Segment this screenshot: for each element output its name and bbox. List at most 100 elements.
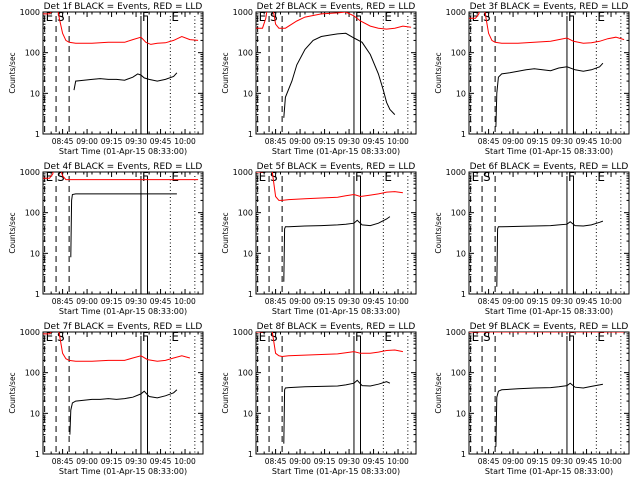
- y-tick-label: 10: [30, 249, 40, 258]
- chart-title: Det 2f BLACK = Events, RED = LLD: [257, 2, 416, 12]
- y-tick-label: 1: [461, 450, 466, 459]
- y-axis-label: Counts/sec: [8, 52, 17, 93]
- x-tick-label: 09:00: [76, 457, 98, 466]
- y-tick-label: 1: [248, 130, 253, 139]
- x-tick-label: 09:30: [551, 137, 573, 146]
- y-tick-label: 1000: [446, 8, 466, 17]
- marker-label: F: [355, 10, 362, 24]
- marker-label: E: [259, 330, 267, 344]
- x-tick-label: 10:00: [174, 137, 196, 146]
- series-line-events: [283, 32, 396, 118]
- x-tick-label: 08:45: [478, 457, 500, 466]
- x-axis-label: Start Time (01-Apr-15 08:33:00): [272, 307, 400, 316]
- x-tick-label: 08:45: [478, 137, 500, 146]
- marker-label: E: [384, 170, 392, 184]
- y-tick-label: 100: [451, 209, 466, 218]
- x-tick-label: 09:30: [125, 137, 147, 146]
- marker-label: F: [142, 10, 149, 24]
- x-axis-label: Start Time (01-Apr-15 08:33:00): [59, 307, 187, 316]
- x-tick-label: 08:45: [52, 137, 74, 146]
- y-axis-label: Counts/sec: [434, 372, 443, 413]
- marker-label: E: [171, 330, 179, 344]
- plot-frame: [42, 11, 204, 135]
- y-tick-label: 1000: [446, 328, 466, 337]
- marker-label: F: [568, 170, 575, 184]
- y-tick-label: 100: [238, 369, 253, 378]
- series-line-lld: [256, 12, 412, 30]
- marker-label: E: [472, 10, 480, 24]
- marker-label: E: [384, 330, 392, 344]
- x-axis-label: Start Time (01-Apr-15 08:33:00): [59, 147, 187, 156]
- x-axis-label: Start Time (01-Apr-15 08:33:00): [485, 467, 613, 476]
- x-tick-label: 09:45: [363, 297, 385, 306]
- series-line-lld: [43, 12, 199, 45]
- x-tick-label: 09:45: [363, 137, 385, 146]
- y-tick-label: 100: [451, 369, 466, 378]
- chart-title: Det 3f BLACK = Events, RED = LLD: [470, 2, 629, 12]
- chart-panel-4: Det 4f BLACK = Events, RED = LLD 1 10 100 10…: [8, 162, 204, 316]
- marker-label: F: [568, 10, 575, 24]
- x-tick-label: 09:00: [289, 297, 311, 306]
- y-tick-label: 1: [35, 290, 40, 299]
- x-tick-label: 09:30: [125, 297, 147, 306]
- chart-title: Det 4f BLACK = Events, RED = LLD: [44, 162, 203, 172]
- plot-frame: [255, 11, 417, 135]
- y-tick-label: 10: [456, 249, 466, 258]
- chart-title: Det 8f BLACK = Events, RED = LLD: [257, 322, 416, 332]
- x-tick-label: 09:30: [338, 297, 360, 306]
- marker-label: E: [46, 330, 54, 344]
- x-tick-label: 08:45: [478, 297, 500, 306]
- y-tick-label: 1: [248, 450, 253, 459]
- chart-title: Det 9f BLACK = Events, RED = LLD: [470, 322, 629, 332]
- chart-panel-6: Det 6f BLACK = Events, RED = LLD 1 10 100 10…: [434, 162, 630, 316]
- x-tick-label: 09:45: [576, 457, 598, 466]
- plot-frame: [468, 171, 630, 295]
- marker-label: E: [384, 10, 392, 24]
- marker-label: S: [270, 330, 278, 344]
- series-line-lld: [256, 332, 403, 358]
- y-tick-label: 100: [451, 49, 466, 58]
- x-tick-label: 09:30: [338, 457, 360, 466]
- y-tick-label: 1000: [446, 168, 466, 177]
- chart-panel-8: Det 8f BLACK = Events, RED = LLD 1 10 100 10…: [221, 322, 417, 476]
- x-axis-label: Start Time (01-Apr-15 08:33:00): [272, 147, 400, 156]
- y-tick-label: 1000: [20, 328, 40, 337]
- y-tick-label: 1000: [233, 328, 253, 337]
- y-axis-label: Counts/sec: [221, 372, 230, 413]
- marker-label: E: [597, 170, 605, 184]
- marker-label: E: [46, 10, 54, 24]
- chart-panel-1: Det 1f BLACK = Events, RED = LLD 1 10 100 10…: [8, 2, 204, 156]
- y-tick-label: 10: [243, 409, 253, 418]
- y-tick-label: 10: [243, 249, 253, 258]
- x-tick-label: 09:15: [101, 457, 123, 466]
- x-tick-label: 09:15: [314, 297, 336, 306]
- y-tick-label: 10: [30, 89, 40, 98]
- plot-frame: [42, 331, 204, 455]
- chart-panel-3: Det 3f BLACK = Events, RED = LLD 1 10 100 10…: [434, 2, 630, 156]
- plot-frame: [255, 331, 417, 455]
- y-tick-label: 100: [25, 209, 40, 218]
- marker-label: E: [46, 170, 54, 184]
- x-axis-label: Start Time (01-Apr-15 08:33:00): [272, 467, 400, 476]
- series-line-events: [495, 382, 604, 447]
- y-tick-label: 1: [35, 130, 40, 139]
- y-tick-label: 1: [461, 290, 466, 299]
- marker-label: F: [355, 330, 362, 344]
- marker-label: E: [472, 170, 480, 184]
- series-line-lld: [43, 332, 191, 362]
- x-tick-label: 08:45: [265, 457, 287, 466]
- chart-title: Det 6f BLACK = Events, RED = LLD: [470, 162, 629, 172]
- marker-label: F: [142, 170, 149, 184]
- x-tick-label: 09:45: [363, 457, 385, 466]
- marker-label: S: [483, 10, 491, 24]
- x-tick-label: 09:00: [502, 457, 524, 466]
- marker-label: S: [57, 170, 65, 184]
- x-tick-label: 10:00: [174, 297, 196, 306]
- y-tick-label: 1000: [233, 168, 253, 177]
- x-axis-label: Start Time (01-Apr-15 08:33:00): [485, 147, 613, 156]
- marker-label: S: [483, 330, 491, 344]
- y-tick-label: 10: [456, 89, 466, 98]
- series-line-events: [495, 62, 604, 127]
- y-axis-label: Counts/sec: [221, 52, 230, 93]
- series-line-lld: [469, 12, 625, 44]
